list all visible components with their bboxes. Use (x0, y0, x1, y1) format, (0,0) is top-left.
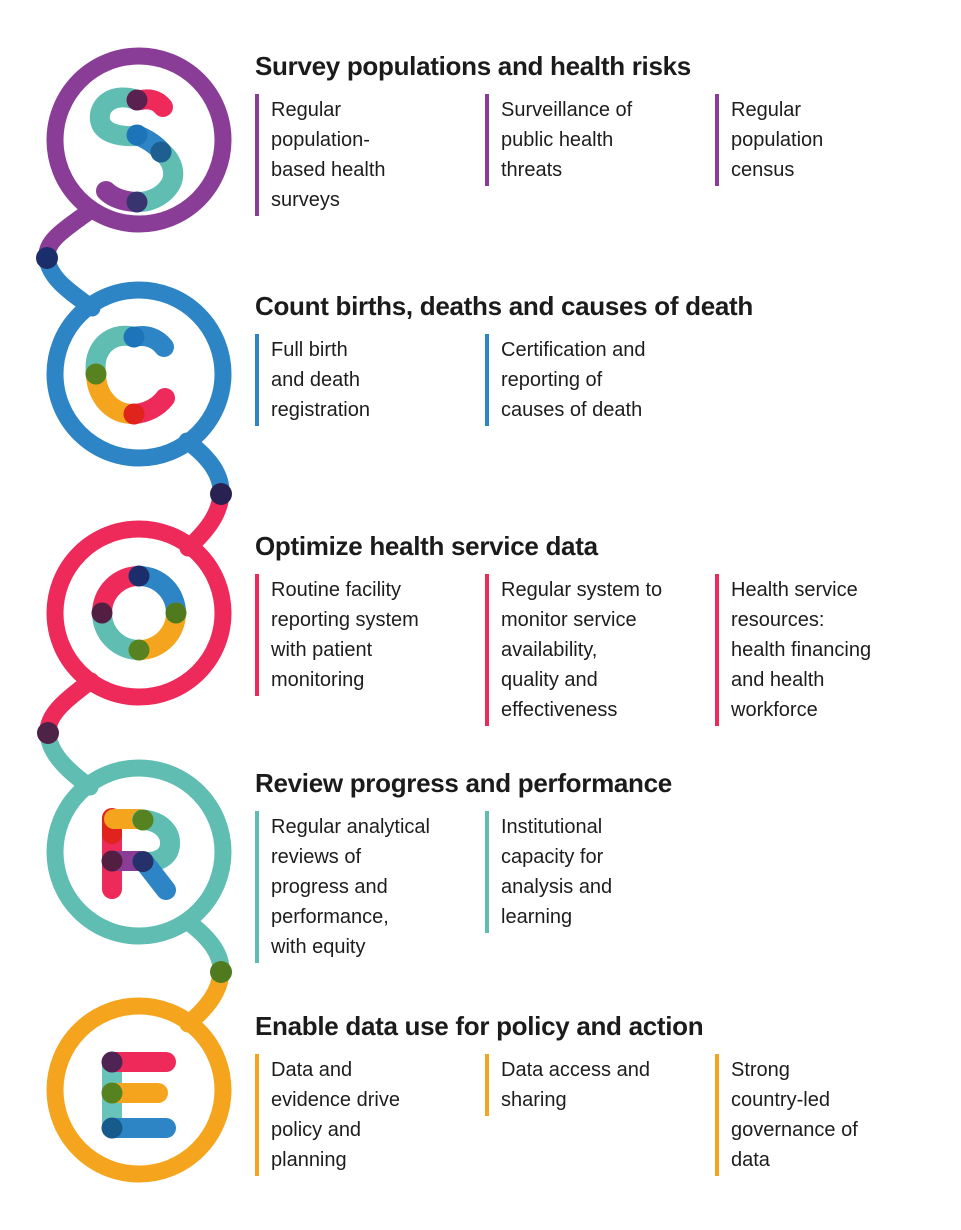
row-item: Regular population- based health surveys (255, 94, 485, 216)
item-text: Regular population- based health surveys (271, 99, 386, 211)
ring-e (46, 997, 232, 1183)
ring-s (46, 47, 232, 233)
letter-c (85, 325, 175, 425)
item-text: Strong country-led governance of data (731, 1059, 858, 1171)
row-item: Regular population census (715, 94, 945, 186)
row-review: Review progress and performance Regular … (255, 767, 955, 963)
row-item: Data and evidence drive policy and plann… (255, 1054, 485, 1176)
row-item: Institutional capacity for analysis and … (485, 811, 715, 933)
row-heading: Survey populations and health risks (255, 51, 691, 81)
row-item: Strong country-led governance of data (715, 1054, 945, 1176)
letter-e (101, 1051, 176, 1139)
ring-r (46, 759, 232, 945)
row-heading: Review progress and performance (255, 768, 672, 798)
row-item: Surveillance of public health threats (485, 94, 715, 186)
letter-o (91, 565, 187, 661)
row-item: Regular system to monitor service availa… (485, 574, 715, 726)
row-enable: Enable data use for policy and action Da… (255, 1010, 955, 1176)
row-optimize: Optimize health service data Routine fac… (255, 530, 955, 726)
letter-r (101, 808, 180, 900)
item-text: Data and evidence drive policy and plann… (271, 1059, 400, 1171)
item-text: Regular analytical reviews of progress a… (271, 816, 430, 958)
item-text: Surveillance of public health threats (501, 99, 633, 181)
item-text: Regular system to monitor service availa… (501, 579, 663, 721)
item-text: Certification and reporting of causes of… (501, 339, 646, 421)
row-item: Full birth and death registration (255, 334, 485, 426)
row-item: Regular analytical reviews of progress a… (255, 811, 485, 963)
row-heading: Optimize health service data (255, 531, 598, 561)
score-rail (36, 47, 232, 1183)
row-count: Count births, deaths and causes of death… (255, 290, 955, 426)
item-text: Full birth and death registration (271, 339, 370, 421)
junction-dot (37, 722, 59, 744)
ring-o (46, 520, 232, 706)
row-item: Health service resources: health financi… (715, 574, 945, 726)
letter-s (89, 87, 184, 213)
item-text: Regular population census (731, 99, 824, 181)
junction-dot (210, 961, 232, 983)
ring-c (46, 281, 232, 467)
item-text: Health service resources: health financi… (731, 579, 872, 721)
row-item: Data access and sharing (485, 1054, 715, 1116)
item-text: Institutional capacity for analysis and … (501, 816, 613, 928)
item-text: Routine facility reporting system with p… (271, 579, 419, 691)
row-item: Certification and reporting of causes of… (485, 334, 715, 426)
row-heading: Count births, deaths and causes of death (255, 291, 753, 321)
row-item: Routine facility reporting system with p… (255, 574, 485, 696)
junction-dot (36, 247, 58, 269)
row-heading: Enable data use for policy and action (255, 1011, 704, 1041)
item-text: Data access and sharing (501, 1059, 650, 1111)
junction-dot (210, 483, 232, 505)
row-survey: Survey populations and health risks Regu… (255, 50, 955, 216)
